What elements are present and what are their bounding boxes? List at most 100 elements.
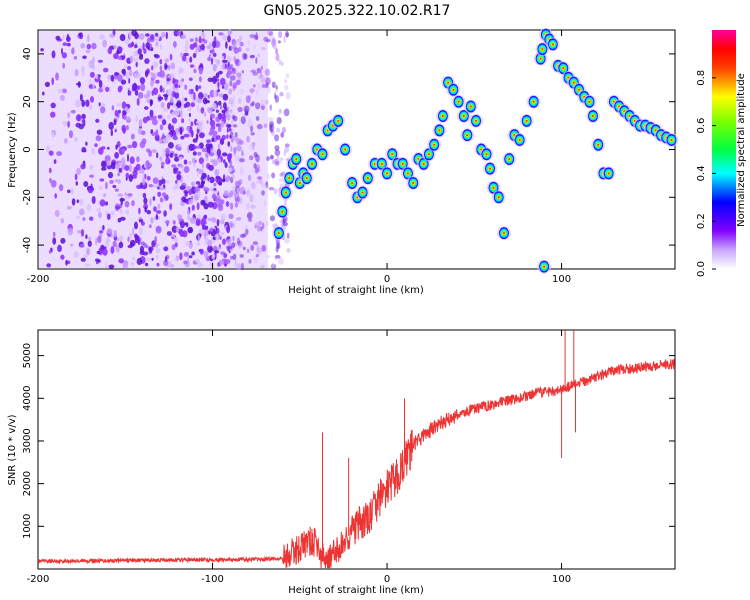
noise-blob [202, 97, 208, 105]
spectrogram-ylabel: Frequency (Hz) [7, 112, 18, 188]
noise-blob [259, 99, 266, 107]
noise-blob [50, 179, 57, 188]
noise-blob [206, 147, 211, 155]
noise-blob [107, 47, 113, 55]
noise-blob [179, 127, 183, 135]
noise-blob [135, 115, 138, 123]
noise-blob [138, 119, 143, 127]
noise-blob [283, 222, 289, 226]
noise-blob [155, 32, 159, 37]
noise-blob [63, 138, 68, 144]
noise-blob [219, 199, 225, 205]
ridge-point-peak [412, 181, 415, 184]
noise-blob [197, 98, 202, 104]
noise-blob [187, 226, 193, 234]
noise-blob [177, 146, 182, 151]
noise-blob [184, 45, 188, 53]
noise-blob [51, 50, 56, 59]
noise-blob [67, 227, 74, 236]
noise-blob [245, 225, 249, 229]
noise-blob [124, 106, 129, 112]
ridge-point-peak [670, 138, 673, 141]
noise-blob [195, 46, 198, 55]
noise-blob [160, 165, 164, 169]
noise-blob [120, 197, 123, 206]
noise-blob [171, 124, 174, 133]
noise-blob [195, 181, 201, 185]
noise-blob [280, 61, 284, 67]
noise-blob [111, 161, 116, 170]
noise-blob [195, 133, 199, 141]
noise-blob [226, 127, 229, 133]
noise-blob [130, 239, 136, 247]
noise-blob [284, 143, 290, 148]
noise-blob [213, 182, 217, 187]
noise-blob [181, 55, 187, 62]
noise-blob [95, 237, 98, 246]
noise-blob [183, 52, 189, 57]
x-tick-label: -100 [201, 274, 224, 285]
noise-blob [230, 145, 233, 152]
noise-blob [229, 75, 236, 81]
noise-blob [180, 52, 183, 58]
noise-blob [135, 69, 138, 76]
noise-blob [257, 82, 261, 91]
noise-blob [138, 227, 143, 236]
noise-blob [277, 40, 281, 44]
noise-blob [159, 197, 164, 203]
noise-blob [153, 184, 159, 188]
noise-blob [223, 102, 227, 110]
noise-blob [163, 107, 169, 112]
noise-blob [221, 152, 228, 157]
noise-blob [140, 83, 146, 92]
noise-blob [124, 192, 128, 197]
ridge-point-peak [457, 100, 460, 103]
noise-blob [174, 91, 180, 99]
noise-blob [142, 42, 145, 51]
noise-blob [145, 42, 150, 49]
noise-blob [117, 74, 123, 82]
noise-blob [96, 250, 101, 255]
noise-blob [125, 125, 129, 131]
noise-blob [235, 217, 241, 222]
noise-blob [229, 80, 233, 87]
noise-blob [154, 236, 158, 244]
noise-blob [224, 63, 227, 70]
noise-blob [236, 72, 242, 78]
noise-blob [284, 84, 289, 91]
noise-blob [218, 158, 221, 164]
noise-blob [74, 69, 79, 77]
noise-blob [222, 238, 226, 245]
noise-blob [218, 32, 224, 36]
noise-blob [201, 147, 208, 153]
ridge-point-peak [489, 167, 492, 170]
noise-blob [211, 217, 217, 223]
noise-blob [70, 243, 74, 247]
spectrogram-x-axis: -200 -100 0 100 [27, 30, 571, 285]
noise-blob [242, 52, 247, 60]
noise-blob [82, 55, 87, 59]
noise-blob [278, 31, 283, 39]
noise-blob [204, 156, 209, 163]
noise-blob [203, 214, 208, 220]
noise-blob [159, 65, 163, 72]
noise-blob [183, 159, 188, 165]
noise-blob [226, 153, 232, 161]
noise-blob [199, 132, 205, 139]
noise-blob [110, 129, 114, 137]
noise-blob [187, 212, 190, 221]
ridge-point-peak [380, 162, 383, 165]
noise-blob [177, 214, 183, 220]
noise-blob [136, 257, 143, 266]
noise-blob [211, 57, 213, 65]
noise-blob [110, 74, 115, 82]
noise-blob [127, 87, 131, 91]
ridge-point-peak [438, 129, 441, 132]
snr-ylabel: SNR (10 * v/v) [7, 414, 18, 485]
noise-blob [172, 77, 176, 84]
noise-blob [131, 41, 135, 47]
noise-blob [73, 56, 78, 60]
noise-blob [209, 227, 214, 232]
noise-blob [134, 44, 138, 49]
noise-blob [223, 190, 229, 197]
